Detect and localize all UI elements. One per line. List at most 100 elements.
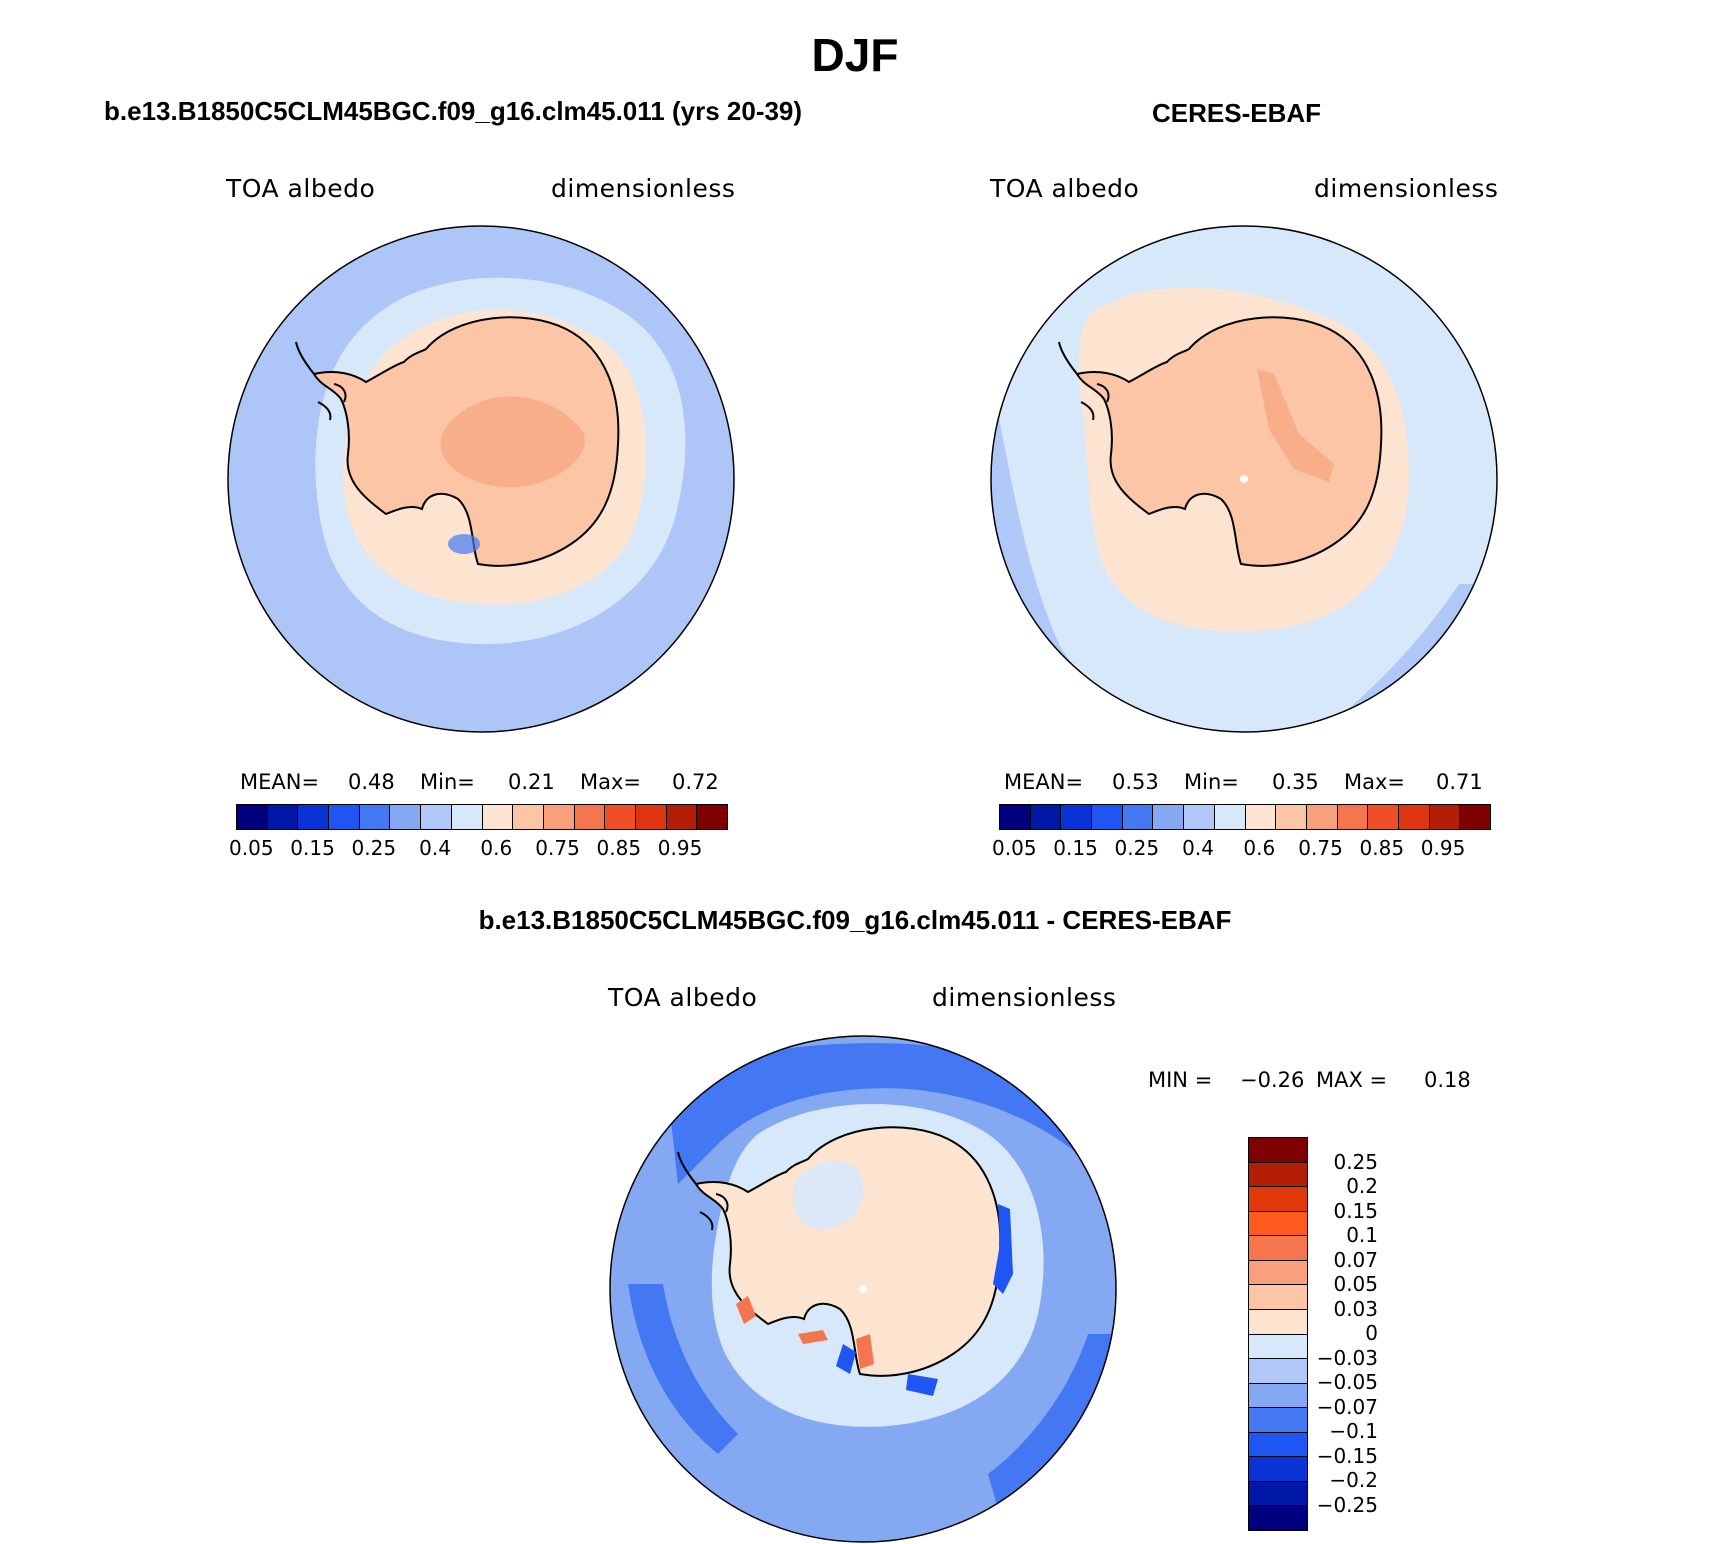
diff-colorbar-swatch [1249, 1211, 1307, 1237]
obs-peninsula [1058, 341, 1110, 421]
obs-colorbar-swatch [1153, 805, 1185, 829]
model-colorbar-ticks: 0.05 0.15 0.25 0.4 0.6 0.75 0.85 0.95 [229, 836, 726, 862]
obs-colorbar-swatch [1061, 805, 1093, 829]
model-colorbar-swatch [574, 805, 606, 829]
model-colorbar-tick: 0.15 [290, 836, 335, 860]
diff-colorbar-ticks: 0.25 0.2 0.15 0.1 0.07 0.05 0.03 0 −0.03 −0.05 −0.… [1268, 1137, 1378, 1529]
diff-colorbar-swatch [1249, 1408, 1307, 1433]
obs-colorbar-swatch [1276, 805, 1307, 829]
obs-colorbar-swatch [1429, 805, 1461, 829]
model-colorbar-swatch [666, 805, 698, 829]
diff-colorbar-tick: −0.05 [1316, 1370, 1378, 1394]
obs-colorbar-tick: 0.15 [1053, 836, 1098, 860]
model-variable-label: TOA albedo [226, 174, 376, 203]
obs-colorbar-swatch [1092, 805, 1123, 829]
diff-colorbar-tick: 0.25 [1333, 1149, 1378, 1174]
diff-variable-label: TOA albedo [608, 983, 758, 1012]
obs-units-label: dimensionless [1314, 174, 1499, 203]
obs-ridge-region [1257, 369, 1334, 482]
diff-colorbar-swatch [1249, 1309, 1307, 1335]
obs-colorbar-swatch [1184, 805, 1215, 829]
model-colorbar-tick: 0.85 [596, 836, 642, 860]
diff-units-label: dimensionless [932, 983, 1117, 1012]
diff-colorbar-tick: 0.15 [1333, 1198, 1378, 1223]
obs-colorbar-swatch [1337, 805, 1369, 829]
model-colorbar-swatch [298, 805, 330, 829]
diff-colorbar-swatch [1249, 1481, 1307, 1507]
model-max-label: Max= [580, 770, 642, 794]
model-colorbar-swatch [359, 805, 391, 829]
obs-colorbar-tick: 0.4 [1182, 836, 1214, 860]
obs-colorbar-swatch [1398, 805, 1430, 829]
obs-mean-label: MEAN= [1004, 770, 1084, 794]
diff-polar-map [609, 1035, 1117, 1543]
diff-colorbar-swatch [1249, 1187, 1307, 1212]
model-colorbar-swatch [237, 805, 268, 829]
diff-colorbar-tick: 0.03 [1333, 1296, 1378, 1321]
model-colorbar-swatch [390, 805, 422, 829]
diff-colorbar-swatch [1249, 1138, 1307, 1163]
obs-colorbar-swatch [1368, 805, 1399, 829]
obs-colorbar-tick: 0.25 [1114, 836, 1160, 860]
model-mean-value: 0.48 [348, 770, 395, 794]
obs-variable-label: TOA albedo [990, 174, 1140, 203]
model-max-value: 0.72 [672, 770, 719, 794]
diff-colorbar-tick: 0.1 [1346, 1223, 1378, 1247]
model-colorbar-swatch [543, 805, 575, 829]
diff-colorbar-tick: −0.03 [1316, 1345, 1378, 1370]
diff-colorbar-tick: 0.07 [1333, 1247, 1378, 1272]
diff-colorbar-swatch [1249, 1383, 1307, 1409]
model-colorbar-tick: 0.95 [657, 836, 703, 860]
model-ross-embayment [448, 534, 480, 554]
obs-colorbar [999, 804, 1491, 830]
obs-colorbar-tick: 0.6 [1243, 836, 1276, 860]
diff-positive-patches [736, 1296, 874, 1369]
diff-colorbar [1248, 1137, 1308, 1531]
obs-min-value: 0.35 [1272, 770, 1319, 794]
figure-title: DJF [811, 29, 899, 81]
diff-colorbar-tick: −0.07 [1316, 1394, 1378, 1419]
model-colorbar-swatch [697, 805, 727, 829]
obs-colorbar-swatch [1000, 805, 1031, 829]
diff-colorbar-swatch [1249, 1432, 1307, 1458]
model-colorbar-tick: 0.4 [419, 836, 451, 860]
obs-colorbar-swatch [1460, 805, 1490, 829]
obs-colorbar-tick: 0.05 [992, 836, 1037, 860]
diff-colorbar-tick: 0.2 [1346, 1174, 1378, 1198]
diff-antarctica-land [694, 1126, 1002, 1377]
obs-polar-map [990, 225, 1498, 733]
obs-max-label: Max= [1344, 770, 1406, 794]
model-colorbar-swatch [267, 805, 299, 829]
model-plateau-region [440, 396, 585, 488]
model-min-value: 0.21 [508, 770, 555, 794]
obs-colorbar-tick: 0.95 [1420, 836, 1466, 860]
model-colorbar-tick: 0.75 [535, 836, 580, 860]
diff-colorbar-tick: 0 [1365, 1321, 1378, 1345]
diff-colorbar-tick: −0.2 [1329, 1468, 1378, 1492]
obs-colorbar-ticks: 0.05 0.15 0.25 0.4 0.6 0.75 0.85 0.95 [992, 836, 1489, 862]
model-colorbar-swatch [329, 805, 360, 829]
model-colorbar [236, 804, 728, 830]
diff-max-label: MAX = [1316, 1068, 1388, 1092]
obs-colorbar-swatch [1030, 805, 1062, 829]
diff-max-value: 0.18 [1424, 1068, 1471, 1092]
model-units-label: dimensionless [551, 174, 736, 203]
model-colorbar-swatch [421, 805, 452, 829]
obs-pole-dot [1240, 475, 1248, 483]
model-colorbar-swatch [605, 805, 636, 829]
diff-min-label: MIN = [1148, 1068, 1213, 1092]
obs-colorbar-swatch [1122, 805, 1154, 829]
model-colorbar-swatch [482, 805, 514, 829]
model-mean-label: MEAN= [240, 770, 320, 794]
obs-mean-value: 0.53 [1112, 770, 1159, 794]
diff-colorbar-tick: −0.15 [1316, 1443, 1378, 1468]
obs-colorbar-tick: 0.75 [1298, 836, 1343, 860]
obs-min-label: Min= [1184, 770, 1239, 794]
diff-colorbar-swatch [1249, 1457, 1307, 1482]
model-polar-map [227, 225, 735, 733]
obs-colorbar-swatch [1214, 805, 1246, 829]
obs-max-value: 0.71 [1436, 770, 1483, 794]
diff-colorbar-swatch [1249, 1236, 1307, 1261]
model-colorbar-swatch [513, 805, 544, 829]
diff-east-ice-negative [793, 1160, 864, 1230]
